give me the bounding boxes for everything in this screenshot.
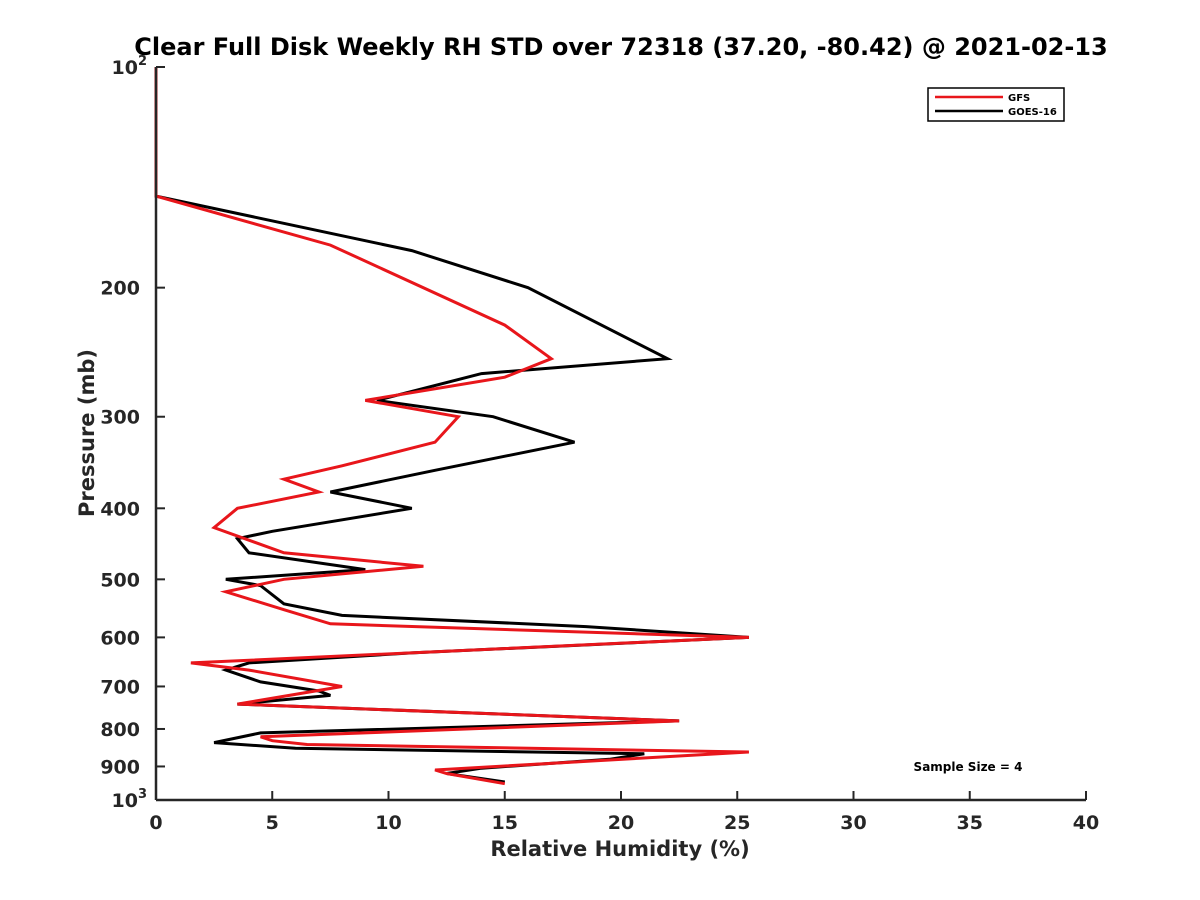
legend-label-gfs: GFS bbox=[1008, 93, 1030, 104]
x-tick-label: 35 bbox=[957, 812, 983, 834]
y-axis-label: Pressure (mb) bbox=[75, 349, 99, 517]
y-tick-label: 400 bbox=[100, 498, 140, 520]
x-tick-label: 5 bbox=[266, 812, 279, 834]
legend-label-goes16: GOES-16 bbox=[1008, 107, 1057, 118]
y-tick-label: 900 bbox=[100, 756, 140, 778]
x-axis-label: Relative Humidity (%) bbox=[490, 837, 749, 861]
x-tick-label: 0 bbox=[149, 812, 162, 834]
series-layer bbox=[154, 67, 749, 786]
y-tick-label: 600 bbox=[100, 627, 140, 649]
sample-size-annotation: Sample Size = 4 bbox=[914, 760, 1023, 774]
y-tick-label: 200 bbox=[100, 278, 140, 300]
series-line-gfs bbox=[154, 67, 749, 786]
legend-box bbox=[927, 87, 1065, 122]
y-tick-label: 700 bbox=[100, 676, 140, 698]
x-tick-label: 10 bbox=[375, 812, 401, 834]
x-tick-label: 20 bbox=[608, 812, 634, 834]
x-tick-label: 25 bbox=[724, 812, 750, 834]
series-line-goes16 bbox=[154, 67, 749, 784]
x-tick-label: 15 bbox=[492, 812, 518, 834]
x-tick-label: 30 bbox=[840, 812, 866, 834]
x-tick-label: 40 bbox=[1073, 812, 1099, 834]
y-tick-label: 500 bbox=[100, 569, 140, 591]
axes-layer: 0 5 10 15 20 25 30 35 40102200300400500600700800… bbox=[100, 54, 1099, 834]
y-tick-label: 300 bbox=[100, 407, 140, 429]
legend: GFS GOES-16 bbox=[927, 87, 1065, 122]
y-tick-label: 800 bbox=[100, 719, 140, 741]
chart-title: Clear Full Disk Weekly RH STD over 72318… bbox=[134, 33, 1107, 61]
